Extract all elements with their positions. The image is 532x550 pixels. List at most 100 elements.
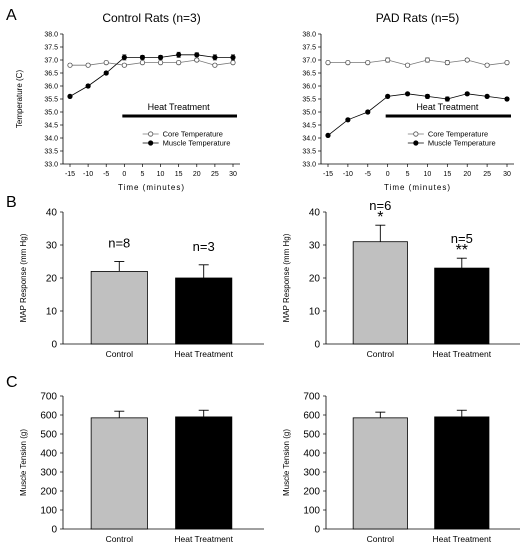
y-tick-label: 33.5: [302, 149, 316, 156]
data-point: [67, 62, 73, 68]
y-tick-label: 37.5: [44, 45, 58, 52]
data-point: [404, 91, 411, 97]
y-axis-label: Temperature (C): [15, 70, 24, 129]
y-axis-label: Muscle Tension (g): [282, 429, 291, 496]
x-tick-label: 10: [424, 171, 432, 178]
legend-marker: [148, 131, 154, 137]
y-tick-label: 600: [40, 411, 57, 422]
data-point: [345, 117, 351, 123]
x-tick-label: -10: [83, 171, 93, 178]
y-axis-label: MAP Response (mm Hg): [19, 233, 28, 322]
series-line: [70, 59, 234, 66]
y-tick-label: 35.5: [44, 97, 58, 104]
data-point: [103, 70, 109, 76]
data-point: [194, 52, 200, 58]
heat-treatment-label: Heat Treatment: [148, 102, 211, 112]
data-point: [484, 62, 490, 68]
x-tick-label: 25: [211, 171, 219, 178]
x-tick-label: -5: [365, 171, 371, 178]
sample-size-label: n=3: [193, 239, 215, 254]
series-line: [328, 59, 508, 66]
data-point: [157, 59, 164, 66]
y-tick-label: 40: [46, 208, 58, 219]
x-tick-label: 15: [175, 171, 183, 178]
category-label: Heat Treatment: [433, 534, 492, 544]
panel-label-a: A: [6, 7, 17, 24]
y-tick-label: 36.0: [302, 84, 316, 91]
legend-marker: [413, 131, 419, 137]
data-point: [345, 59, 351, 66]
chart-muscle-tension-pad-rats: 0 100 200 300 400 500 600 700 Muscle Tension (g)…: [282, 392, 520, 544]
y-tick-label: 33.5: [44, 149, 58, 156]
sample-size-label: n=8: [108, 236, 130, 251]
heat-treatment-label: Heat Treatment: [416, 102, 479, 112]
panel-label-c: C: [6, 374, 18, 391]
legend-marker: [413, 140, 419, 146]
y-tick-label: 200: [40, 487, 57, 498]
data-point: [325, 59, 331, 66]
data-point: [484, 93, 490, 100]
data-point: [444, 59, 450, 66]
x-tick-label: 0: [122, 171, 126, 178]
data-point: [404, 62, 411, 68]
bar: [352, 417, 408, 530]
x-axis-label: Time (minutes): [384, 183, 451, 192]
x-tick-label: 0: [386, 171, 390, 178]
x-tick-label: 20: [193, 171, 201, 178]
data-point: [365, 109, 371, 115]
data-point: [176, 52, 182, 58]
data-point: [504, 59, 510, 66]
y-tick-label: 600: [303, 411, 320, 422]
data-point: [139, 54, 146, 61]
data-point: [464, 91, 470, 97]
y-tick-label: 700: [40, 392, 57, 403]
y-tick-label: 700: [303, 392, 320, 403]
data-point: [424, 57, 431, 63]
data-point: [212, 62, 218, 68]
y-tick-label: 36.5: [302, 71, 316, 78]
data-point: [325, 132, 331, 138]
chart-map-response-pad-rats: 0 10 20 30 40 MAP Response (mm Hg) Control *n=6…: [282, 198, 520, 359]
chart-muscle-tension-control-rats: 0 100 200 300 400 500 600 700 Muscle Tension (g)…: [19, 392, 264, 544]
y-tick-label: 33.0: [44, 162, 58, 169]
category-label: Control: [367, 349, 395, 359]
y-tick-label: 300: [40, 468, 57, 479]
y-axis-label: Muscle Tension (g): [19, 429, 28, 496]
sample-size-label: n=5: [451, 231, 473, 246]
data-point: [85, 62, 91, 68]
category-label: Control: [106, 349, 134, 359]
chart-pad-rats-temperature: 33.0 33.5 34.0 34.5 35.0 35.5 36.0 36.5 37.0 37.5…: [302, 11, 514, 192]
y-tick-label: 34.5: [302, 123, 316, 130]
category-label: Heat Treatment: [174, 534, 233, 544]
category-label: Control: [106, 534, 134, 544]
bar: [90, 417, 148, 530]
y-tick-label: 37.0: [302, 58, 316, 65]
legend-entry: Muscle Temperature: [428, 139, 496, 148]
x-tick-label: 20: [463, 171, 471, 178]
x-tick-label: 5: [406, 171, 410, 178]
y-tick-label: 0: [314, 340, 320, 351]
bar: [434, 267, 490, 345]
category-label: Control: [367, 534, 395, 544]
y-tick-label: 35.0: [302, 110, 316, 117]
legend-entry: Core Temperature: [163, 130, 223, 139]
bar: [90, 270, 148, 345]
chart-title: Control Rats (n=3): [102, 11, 200, 25]
x-tick-label: -15: [323, 171, 333, 178]
bar: [175, 277, 233, 345]
data-point: [212, 54, 218, 61]
y-tick-label: 300: [303, 468, 320, 479]
data-point: [464, 57, 470, 63]
y-tick-label: 34.0: [44, 136, 58, 143]
data-point: [121, 54, 127, 61]
y-tick-label: 100: [303, 506, 320, 517]
y-tick-label: 38.0: [44, 32, 58, 39]
y-tick-label: 100: [40, 506, 57, 517]
x-tick-label: -5: [103, 171, 109, 178]
y-tick-label: 30: [46, 241, 58, 252]
x-tick-label: 15: [443, 171, 451, 178]
x-tick-label: 30: [503, 171, 511, 178]
y-tick-label: 40: [309, 208, 321, 219]
y-tick-label: 35.0: [44, 110, 58, 117]
